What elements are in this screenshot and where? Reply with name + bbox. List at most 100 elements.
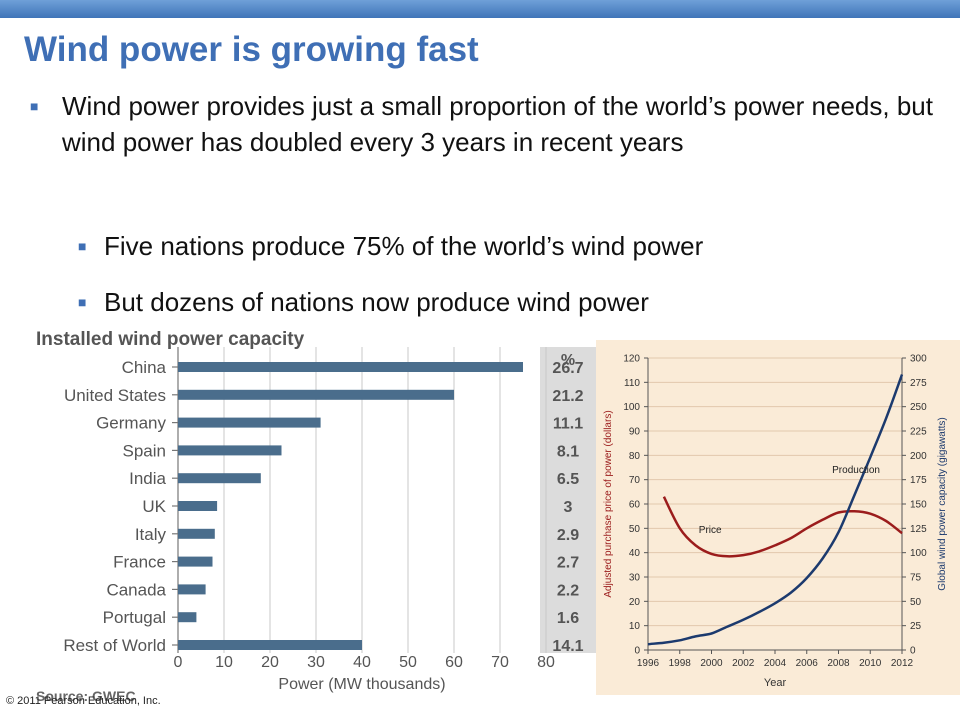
- left-tick-label: 100: [623, 402, 640, 413]
- percent-column-bg: [540, 347, 596, 653]
- bar-x-tick-label: 30: [307, 654, 325, 671]
- x-tick-label: 2008: [827, 658, 850, 669]
- right-tick-label: 300: [910, 354, 927, 365]
- bar-x-tick-label: 70: [491, 654, 509, 671]
- right-tick-label: 100: [910, 548, 927, 559]
- bar-category-label: Rest of World: [63, 636, 166, 655]
- left-tick-label: 60: [629, 500, 641, 511]
- left-tick-label: 120: [623, 354, 640, 365]
- bar-category-label: UK: [142, 497, 166, 516]
- bar-france: [178, 556, 213, 567]
- left-tick-label: 90: [629, 427, 641, 438]
- x-tick-label: 2002: [732, 658, 755, 669]
- bar-x-tick-label: 40: [353, 654, 371, 671]
- x-tick-label: 1996: [637, 658, 660, 669]
- left-tick-label: 110: [624, 378, 640, 389]
- bar-x-tick-label: 20: [261, 654, 279, 671]
- right-tick-label: 50: [910, 597, 922, 608]
- bullet-sub-1: ■ Five nations produce 75% of the world’…: [78, 228, 944, 264]
- line-x-axis-label: Year: [764, 677, 787, 689]
- right-tick-label: 200: [910, 451, 927, 462]
- x-tick-label: 2004: [764, 658, 787, 669]
- line-chart: 0 10 20 30 40 50 60 70 80 90 100 110 120 0 25 50 75 100 12…: [596, 340, 960, 695]
- bullet-sub-2: ■ But dozens of nations now produce wind…: [78, 284, 944, 320]
- bar-category-label: France: [113, 553, 166, 572]
- left-tick-label: 20: [629, 597, 641, 608]
- bar-x-tick-label: 80: [537, 654, 555, 671]
- bar-category-label: Spain: [123, 441, 166, 460]
- right-tick-label: 0: [910, 646, 916, 657]
- bar-category-label: Canada: [106, 580, 166, 599]
- x-tick-label: 2010: [859, 658, 882, 669]
- right-tick-label: 75: [910, 573, 922, 584]
- bar-portugal: [178, 612, 197, 623]
- bar-percent-label: 14.1: [552, 638, 583, 655]
- bar-canada: [178, 584, 206, 595]
- left-tick-label: 30: [629, 573, 641, 584]
- bar-x-tick-label: 10: [215, 654, 233, 671]
- x-tick-label: 1998: [669, 658, 692, 669]
- top-accent-bar: [0, 0, 960, 18]
- bar-percent-label: 26.7: [552, 360, 583, 377]
- bar-china: [178, 362, 523, 372]
- square-bullet-icon: ■: [30, 98, 39, 114]
- line-chart-background: [596, 340, 960, 695]
- bar-chart: Installed wind power capacity% 0 10 20 30 40 5…: [36, 329, 596, 704]
- bar-category-label: China: [122, 358, 167, 377]
- square-bullet-icon: ■: [78, 294, 87, 310]
- bar-category-label: India: [129, 469, 166, 488]
- bar-percent-label: 2.2: [557, 582, 579, 599]
- left-tick-label: 0: [634, 646, 640, 657]
- percent-header: %: [561, 352, 575, 369]
- copyright-text: © 2011 Pearson Education, Inc.: [6, 695, 161, 707]
- bullet-sub-2-text: But dozens of nations now produce wind p…: [104, 287, 649, 317]
- slide-title: Wind power is growing fast: [24, 30, 479, 69]
- bar-uk: [178, 501, 218, 511]
- bar-chart-title: Installed wind power capacity: [36, 329, 305, 350]
- bar-percent-label: 1.6: [557, 610, 579, 627]
- bar-spain: [178, 445, 282, 456]
- bar-percent-label: 8.1: [557, 443, 579, 460]
- left-tick-label: 70: [629, 475, 641, 486]
- right-tick-label: 225: [910, 427, 927, 438]
- bar-x-tick-label: 50: [399, 654, 417, 671]
- bar-x-axis-label: Power (MW thousands): [278, 676, 445, 693]
- bar-percent-label: 11.1: [553, 416, 583, 433]
- left-tick-label: 80: [629, 451, 641, 462]
- right-tick-label: 150: [910, 500, 927, 511]
- bar-india: [178, 473, 261, 484]
- bullet-main: ■ Wind power provides just a small propo…: [30, 88, 942, 160]
- square-bullet-icon: ■: [78, 238, 87, 254]
- right-tick-label: 275: [910, 378, 927, 389]
- bar-rest-of-world: [178, 640, 362, 650]
- series-line-price: [662, 496, 903, 558]
- bar-x-tick-label: 60: [445, 654, 463, 671]
- bar-category-label: United States: [64, 386, 166, 405]
- series-label-price: Price: [699, 525, 722, 536]
- bar-percent-label: 2.9: [557, 527, 579, 544]
- bullet-main-text: Wind power provides just a small proport…: [62, 91, 933, 157]
- left-tick-label: 40: [629, 548, 641, 559]
- right-tick-label: 125: [910, 524, 927, 535]
- bar-united-states: [178, 389, 454, 400]
- right-tick-label: 250: [910, 402, 927, 413]
- right-axis-label: Global wind power capacity (gigawatts): [937, 417, 948, 590]
- series-line-production: [647, 374, 904, 646]
- left-tick-label: 10: [629, 621, 641, 632]
- bar-category-label: Italy: [135, 525, 167, 544]
- bar-percent-label: 2.7: [557, 555, 579, 572]
- bar-percent-label: 21.2: [552, 388, 583, 405]
- bar-germany: [178, 417, 321, 428]
- x-tick-label: 2000: [700, 658, 723, 669]
- series-label-production: Production: [832, 465, 880, 476]
- x-tick-label: 2012: [891, 658, 914, 669]
- bar-percent-label: 6.5: [557, 471, 579, 488]
- bar-source-label: Source: GWEC: [36, 688, 136, 704]
- x-tick-label: 2006: [796, 658, 819, 669]
- bar-category-label: Germany: [96, 414, 166, 433]
- bullet-sub-1-text: Five nations produce 75% of the world’s …: [104, 231, 704, 261]
- bar-category-label: Portugal: [103, 608, 166, 627]
- left-tick-label: 50: [629, 524, 641, 535]
- bar-italy: [178, 528, 215, 539]
- right-tick-label: 175: [910, 475, 927, 486]
